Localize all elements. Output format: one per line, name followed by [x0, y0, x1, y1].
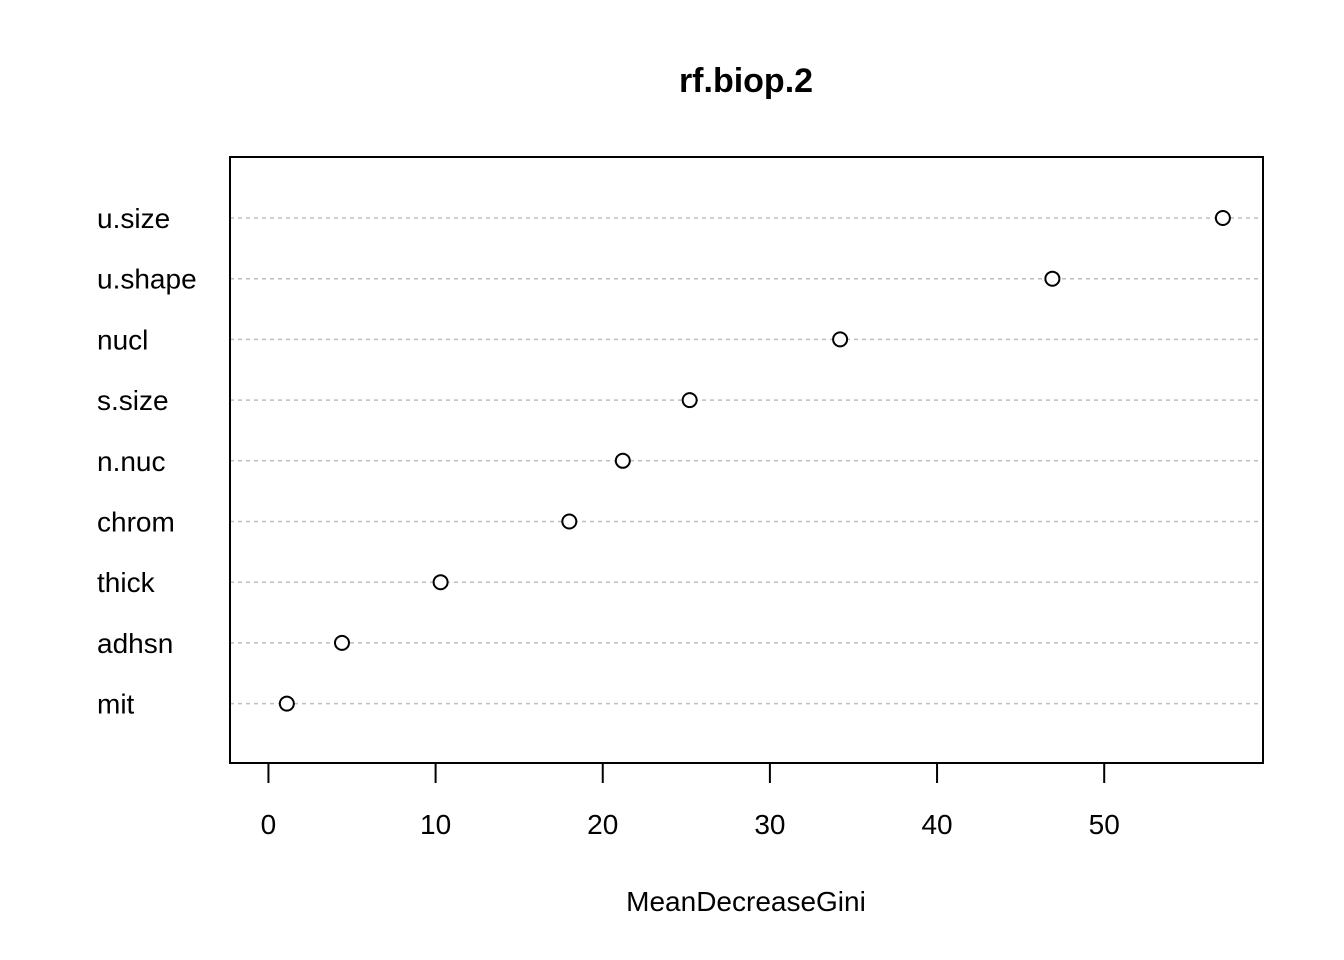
data-point	[1214, 210, 1231, 226]
plot-frame	[229, 156, 1264, 764]
x-tick-label: 40	[921, 809, 952, 840]
data-point	[333, 634, 350, 651]
category-label: nucl	[97, 324, 148, 355]
data-point	[1044, 270, 1061, 287]
category-label: n.nuc	[97, 446, 166, 477]
x-axis: 0 10 20 30 40 50	[261, 762, 1120, 840]
category-label: u.shape	[97, 264, 197, 295]
data-point	[832, 331, 849, 348]
data-point	[432, 574, 449, 591]
data-point	[278, 695, 295, 712]
point-layer	[278, 210, 1231, 712]
x-tick-label: 50	[1089, 809, 1120, 840]
x-tick-label: 0	[261, 809, 277, 840]
category-label: chrom	[97, 507, 175, 538]
data-point	[681, 392, 698, 409]
category-labels: u.size u.shape nucl s.size n.nuc chrom thick ad…	[97, 203, 197, 720]
x-tick-label: 30	[754, 809, 785, 840]
category-label: thick	[97, 567, 156, 598]
chart-title: rf.biop.2	[679, 62, 813, 100]
category-label: adhsn	[97, 628, 173, 659]
category-label: s.size	[97, 385, 169, 416]
category-label: mit	[97, 689, 135, 720]
x-axis-label: MeanDecreaseGini	[626, 886, 866, 917]
x-tick-label: 20	[587, 809, 618, 840]
data-point	[614, 452, 631, 469]
category-label: u.size	[97, 203, 170, 234]
x-tick-label: 10	[420, 809, 451, 840]
data-point	[561, 513, 578, 530]
grid-layer	[230, 217, 1263, 705]
